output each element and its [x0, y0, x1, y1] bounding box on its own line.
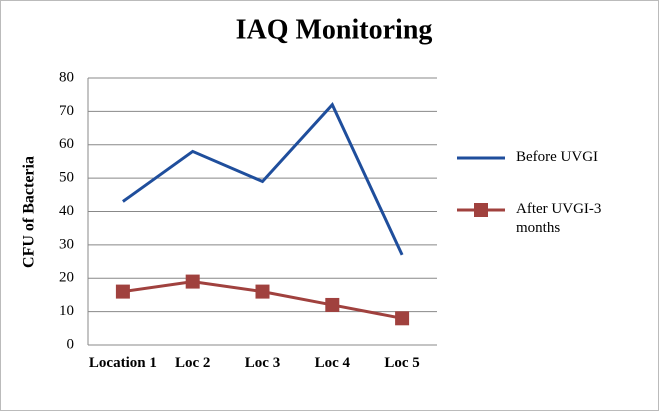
- y-tick-label: 0: [67, 336, 75, 352]
- y-tick-label: 50: [59, 170, 74, 186]
- y-tick-label: 20: [59, 270, 74, 286]
- y-axis-label: CFU of Bacteria: [21, 156, 38, 268]
- y-tick-label: 30: [59, 236, 74, 252]
- y-tick-label: 40: [59, 203, 74, 219]
- data-marker: [325, 297, 340, 312]
- x-tick-label: Loc 4: [314, 355, 350, 371]
- y-tick-label: 60: [59, 136, 74, 152]
- legend-label: Before UVGI: [516, 149, 599, 165]
- data-marker: [255, 284, 270, 299]
- chart-title: IAQ Monitoring: [236, 14, 433, 45]
- data-marker: [395, 311, 410, 326]
- y-tick-label: 80: [59, 69, 74, 85]
- x-tick-label: Loc 5: [384, 355, 420, 371]
- x-tick-label: Loc 2: [174, 355, 211, 371]
- y-tick-label: 10: [59, 303, 74, 319]
- data-marker: [115, 284, 130, 299]
- x-tick-label: Loc 3: [244, 355, 281, 371]
- x-tick-label: Location 1: [88, 355, 157, 371]
- data-marker: [185, 274, 200, 289]
- legend-label: After UVGI-3 months: [516, 201, 602, 236]
- data-line: [122, 102, 404, 256]
- y-tick-label: 70: [59, 103, 74, 119]
- legend-marker: [474, 203, 488, 217]
